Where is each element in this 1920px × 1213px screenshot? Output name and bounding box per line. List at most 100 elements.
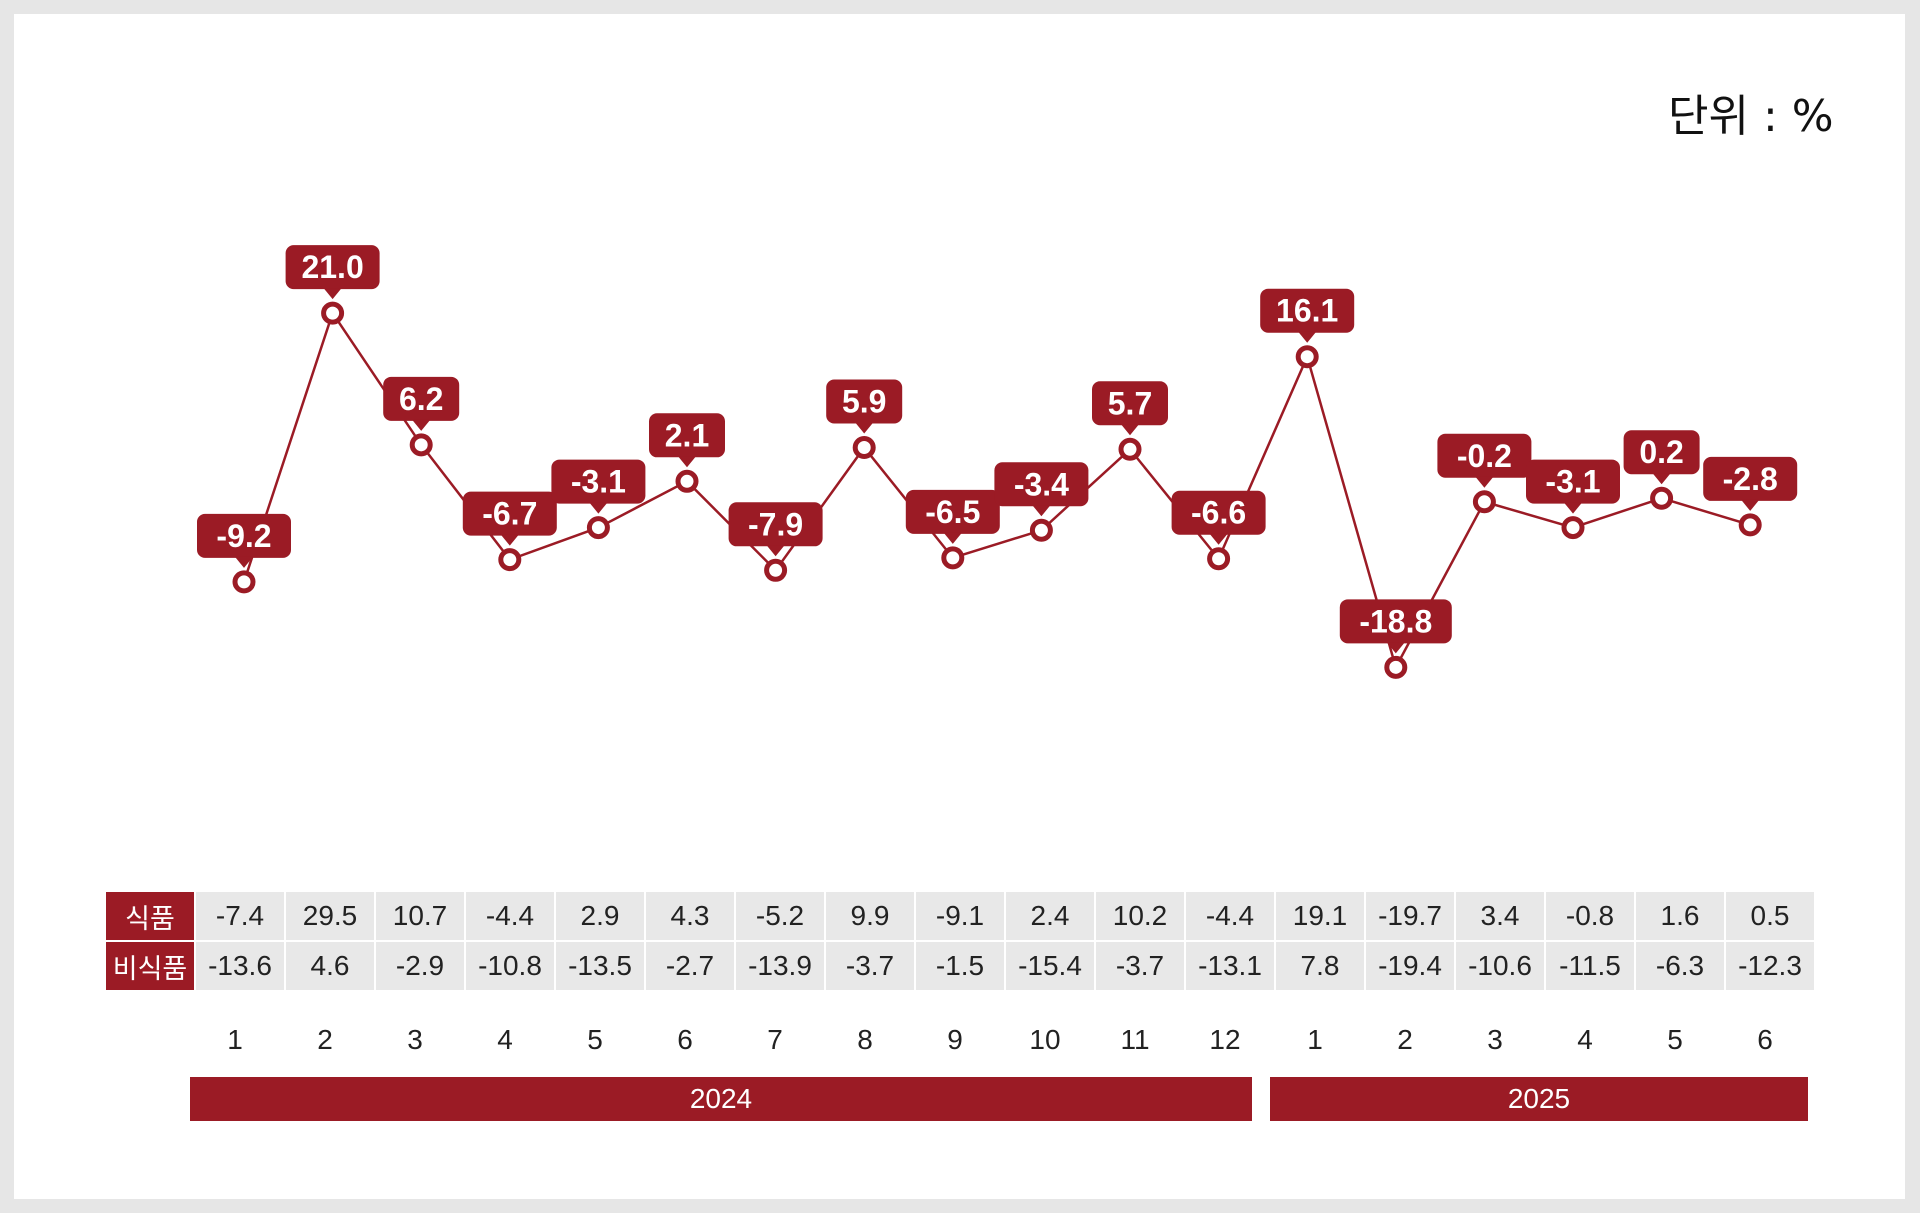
month-tick: 8 [857,1024,873,1055]
table-row: 비식품 -13.6 4.6 -2.9 -10.8 -13.5 -2.7 -13.9 -3.7 -1… [106,942,1816,992]
svg-text:-6.5: -6.5 [925,494,980,530]
data-label: 5.7 [1092,381,1168,436]
table-cell: -3.7 [826,942,916,992]
data-label: -9.2 [197,513,291,568]
svg-text:-3.1: -3.1 [1545,464,1600,500]
data-point [586,516,610,540]
data-point [1029,518,1053,542]
table-cell: -12.3 [1726,942,1816,992]
svg-text:0.2: 0.2 [1639,434,1683,470]
table-cell: -4.4 [1186,892,1276,942]
table-cell: -2.7 [646,942,736,992]
month-tick: 11 [1120,1024,1150,1055]
table-cell: -13.9 [736,942,826,992]
data-point [1295,345,1319,369]
svg-text:-9.2: -9.2 [216,518,271,554]
data-point [675,469,699,493]
data-label: 6.2 [383,376,460,431]
svg-text:-2.8: -2.8 [1723,461,1778,497]
table-cell: 1.6 [1636,892,1726,942]
data-label: -3.1 [551,459,646,514]
table-cell: 9.9 [826,892,916,942]
table-cell: -4.4 [466,892,556,942]
svg-text:-0.2: -0.2 [1457,438,1512,474]
row-label: 식품 [106,892,196,942]
table-cell: 19.1 [1276,892,1366,942]
table-cell: -1.5 [916,942,1006,992]
month-tick: 3 [407,1024,423,1055]
table-cell: -5.2 [736,892,826,942]
table-cell: -11.5 [1546,942,1636,992]
table-cell: 0.5 [1726,892,1816,942]
data-point [1207,547,1231,571]
table-cell: 4.6 [286,942,376,992]
month-tick: 5 [1667,1024,1683,1055]
data-point [852,435,876,459]
table-cell: -15.4 [1006,942,1096,992]
svg-text:-18.8: -18.8 [1359,603,1432,639]
month-tick: 2 [1397,1024,1413,1055]
month-tick: 6 [1757,1024,1773,1055]
data-label: 5.9 [826,379,903,434]
data-point [1650,486,1674,510]
month-tick: 9 [947,1024,963,1055]
data-label: 2.1 [649,413,725,468]
table-cell: -3.7 [1096,942,1186,992]
table-cell: -6.3 [1636,942,1726,992]
data-label: -6.7 [462,491,557,546]
unit-label: 단위 : % [1668,91,1834,142]
table-cell: -13.6 [196,942,286,992]
year-bar-2024: 2024 [190,1077,1252,1121]
table-cell: -13.1 [1186,942,1276,992]
data-point [1738,513,1762,537]
data-point [764,558,788,582]
table-cell: 2.9 [556,892,646,942]
data-label: -18.8 [1339,599,1452,654]
series-line [242,310,1751,671]
data-point [941,546,965,570]
data-label: -2.8 [1703,456,1798,511]
svg-text:-3.1: -3.1 [571,464,626,500]
data-label: 0.2 [1623,430,1700,485]
svg-text:16.1: 16.1 [1276,293,1338,329]
row-label: 비식품 [106,942,196,992]
month-tick: 1 [227,1024,243,1055]
table-cell: 10.2 [1096,892,1186,942]
table-cell: -10.6 [1456,942,1546,992]
table-cell: 4.3 [646,892,736,942]
data-label: -7.9 [728,502,823,557]
data-point [232,570,256,594]
line-chart: -9.2 21.0 6.2 -6.7 -3.1 2.1 -7.9 5.9 -6.5 -3.4 5.7… [197,245,1798,679]
table-row: 식품 -7.4 29.5 10.7 -4.4 2.9 4.3 -5.2 9.9 -9.1 2.4 10… [106,892,1816,942]
svg-text:2.1: 2.1 [665,417,709,453]
table-cell: -19.7 [1366,892,1456,942]
table-cell: -9.1 [916,892,1006,942]
data-point [1118,437,1142,461]
data-label: -0.2 [1437,433,1532,488]
data-point [321,301,345,325]
chart-card [14,14,1905,1199]
month-tick: 1 [1307,1024,1323,1055]
month-tick: 4 [1577,1024,1593,1055]
table-cell: -10.8 [466,942,556,992]
svg-text:6.2: 6.2 [399,381,443,417]
data-label: -3.4 [994,462,1089,517]
table-cell: 2.4 [1006,892,1096,942]
table-cell: -2.9 [376,942,466,992]
table-cell: -0.8 [1546,892,1636,942]
table-cell: 3.4 [1456,892,1546,942]
year-bar-2025: 2025 [1270,1077,1808,1121]
table-cell: 10.7 [376,892,466,942]
data-label: -6.5 [905,489,1000,544]
table-cell: 7.8 [1276,942,1366,992]
table-cell: -19.4 [1366,942,1456,992]
month-tick: 2 [317,1024,333,1055]
svg-text:-6.6: -6.6 [1191,495,1246,531]
month-tick: 6 [677,1024,693,1055]
data-label: 16.1 [1260,288,1355,343]
table-cell: -7.4 [196,892,286,942]
table-cell: -13.5 [556,942,646,992]
data-table: 식품 -7.4 29.5 10.7 -4.4 2.9 4.3 -5.2 9.9 -9.1 2.4 10… [106,892,1816,992]
month-axis: 1 2 3 4 5 6 7 8 9 10 11 12 1 2 3 4 5 6 [190,1024,1810,1056]
data-label: -3.1 [1526,459,1620,514]
